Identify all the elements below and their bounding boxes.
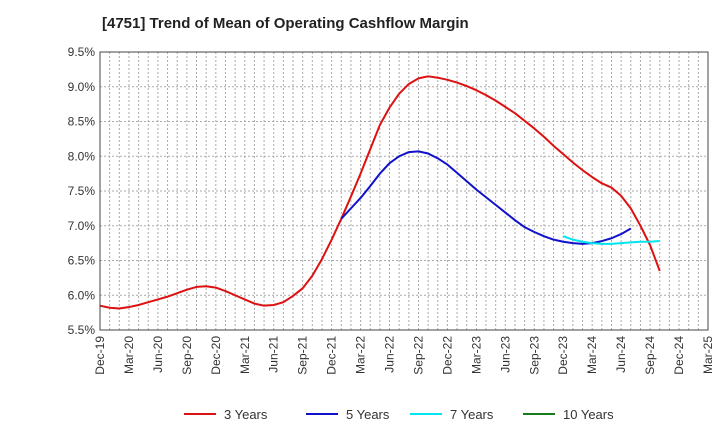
y-tick-label: 9.5% [68,45,96,59]
x-tick-label: Dec-21 [325,336,339,375]
legend-label: 5 Years [346,407,390,422]
x-tick-label: Mar-21 [238,336,252,374]
y-tick-label: 7.5% [68,184,96,198]
x-tick-label: Mar-23 [469,336,483,374]
y-tick-label: 6.5% [68,254,96,268]
legend-label: 7 Years [450,407,494,422]
x-tick-label: Dec-24 [672,336,686,375]
x-tick-label: Sep-20 [180,336,194,375]
x-tick-label: Mar-20 [122,336,136,374]
x-tick-label: Jun-22 [383,336,397,373]
y-axis-ticks: 5.5% 6.0% 6.5% 7.0% 7.5% 8.0% 8.5% 9.0% 9.5% [68,45,96,337]
x-tick-label: Sep-24 [643,336,657,375]
y-tick-label: 9.0% [68,80,96,94]
x-tick-label: Sep-23 [527,336,541,375]
x-tick-label: Dec-23 [556,336,570,375]
chart-title: [4751] Trend of Mean of Operating Cashfl… [102,15,469,32]
x-tick-label: Dec-22 [440,336,454,375]
y-tick-label: 6.0% [68,288,96,302]
y-tick-label: 8.5% [68,115,96,129]
series-line [340,150,632,245]
legend-label: 10 Years [563,407,614,422]
series-line [562,235,660,245]
x-tick-label: Mar-22 [354,336,368,374]
x-tick-label: Jun-23 [498,336,512,373]
x-tick-label: Dec-20 [209,336,223,375]
x-tick-label: Jun-24 [614,336,628,373]
y-tick-label: 5.5% [68,323,96,337]
x-tick-label: Sep-22 [411,336,425,375]
x-tick-label: Dec-19 [93,336,107,375]
legend-label: 3 Years [224,407,268,422]
x-tick-label: Mar-24 [585,336,599,374]
series-layer [99,75,661,310]
x-axis-ticks: Dec-19 Mar-20 Jun-20 Sep-20 Dec-20 Mar-21 Jun-… [93,336,715,375]
plot-border [99,51,709,331]
series-line [99,75,661,310]
y-tick-label: 8.0% [68,149,96,163]
y-tick-label: 7.0% [68,219,96,233]
x-tick-label: Jun-21 [267,336,281,373]
x-tick-label: Jun-20 [151,336,165,373]
x-tick-label: Sep-21 [296,336,310,375]
x-tick-label: Mar-25 [701,336,715,374]
legend: 3 Years 5 Years 7 Years 10 Years [184,407,614,422]
